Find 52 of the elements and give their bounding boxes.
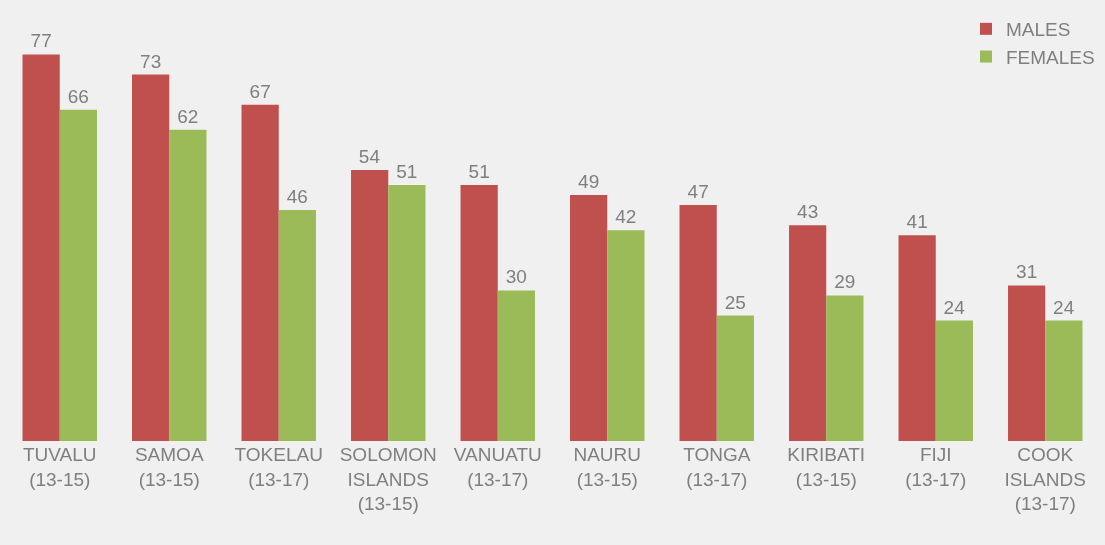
x-tick-label: VANUATU (13-17) (453, 444, 542, 490)
x-tick-label: FIJI (13-17) (905, 444, 967, 490)
legend-label: FEMALES (1006, 46, 1095, 68)
bar (1045, 320, 1083, 441)
x-tick-label: SOLOMON ISLANDS (13-15) (339, 444, 437, 515)
bar (1008, 285, 1046, 441)
data-label: 73 (140, 50, 162, 72)
bar (826, 295, 864, 441)
bar (169, 129, 207, 441)
x-tick-label: NAURU (13-15) (573, 444, 642, 490)
data-label: 30 (505, 266, 527, 288)
x-tick-label: TOKELAU (13-17) (234, 444, 323, 490)
bar (241, 104, 279, 441)
bar (789, 225, 827, 441)
data-label: 41 (906, 211, 928, 233)
bar (497, 290, 535, 441)
data-label: 29 (834, 271, 856, 293)
x-tick-label: SAMOA (13-15) (134, 444, 204, 490)
data-label: 31 (1016, 261, 1038, 283)
data-label: 67 (249, 80, 271, 102)
legend-label: MALES (1006, 19, 1071, 41)
data-label: 25 (724, 291, 746, 313)
data-label: 51 (396, 160, 418, 182)
x-tick-label: TONGA (13-17) (683, 444, 751, 490)
bar (607, 230, 645, 441)
bar (351, 169, 389, 441)
bar (132, 74, 170, 441)
x-tick-label: KIRIBATI (13-15) (787, 444, 866, 490)
data-label: 49 (578, 171, 600, 193)
x-tick-label: TUVALU (13-15) (22, 444, 97, 490)
data-label: 54 (358, 145, 381, 167)
data-label: 51 (468, 160, 490, 182)
bar (679, 205, 717, 441)
data-label: 47 (687, 181, 709, 203)
data-label: 42 (615, 206, 637, 228)
data-label: 77 (30, 30, 52, 52)
bar (570, 195, 608, 441)
bar (898, 235, 936, 441)
bar (935, 320, 973, 441)
data-label: 24 (1053, 296, 1075, 318)
x-tick-label: COOK ISLANDS (13-17) (1004, 444, 1086, 515)
bar (22, 54, 60, 441)
bar (59, 109, 97, 441)
bar (388, 184, 426, 441)
data-label: 66 (67, 85, 89, 107)
data-label: 46 (286, 186, 308, 208)
data-label: 62 (177, 105, 199, 127)
data-label: 43 (797, 201, 819, 223)
data-label: 24 (943, 296, 966, 318)
bar (460, 184, 498, 441)
bar (716, 315, 754, 441)
bar (278, 210, 316, 441)
